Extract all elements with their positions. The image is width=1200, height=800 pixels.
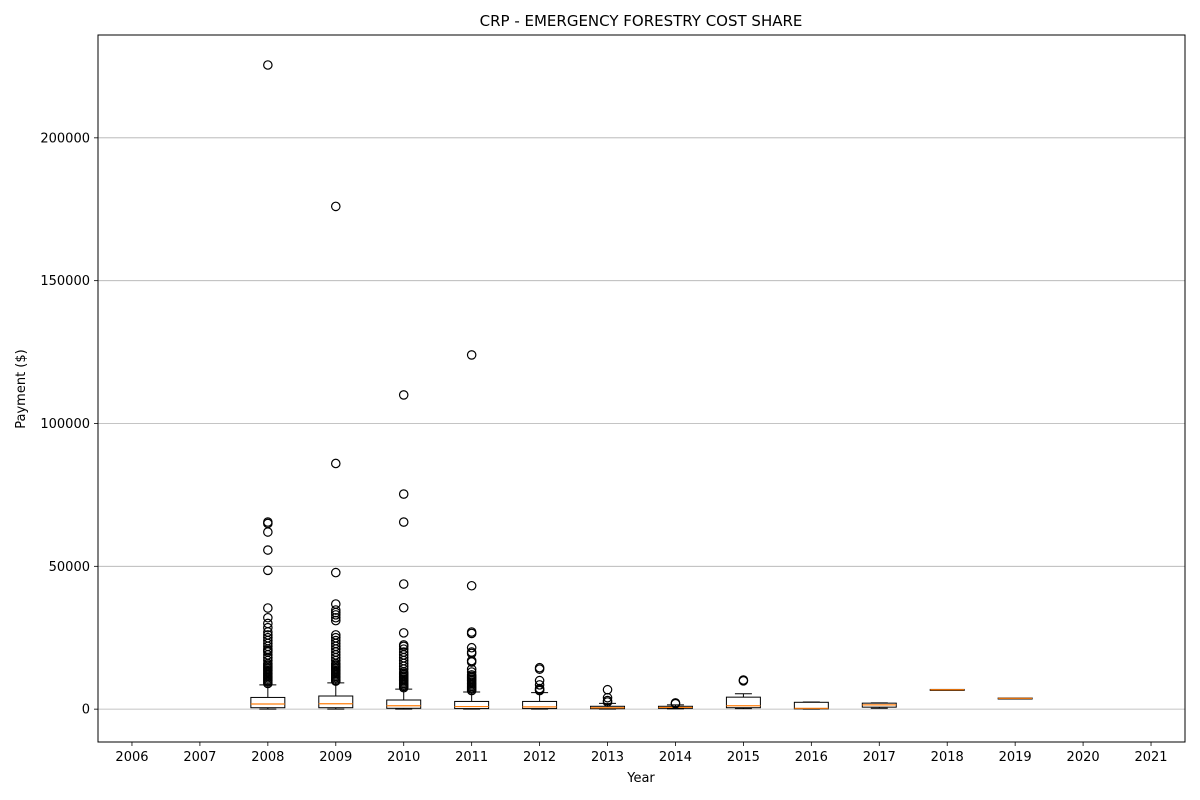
box-2011 <box>454 350 490 710</box>
box-2015 <box>725 675 761 710</box>
x-tick-label: 2015 <box>727 750 760 765</box>
outlier-point <box>263 612 273 623</box>
iqr-box <box>454 700 490 710</box>
iqr-box <box>318 695 354 709</box>
outlier-point <box>263 545 273 555</box>
outlier-point <box>330 458 341 469</box>
box-2014 <box>657 698 693 710</box>
box-layer <box>250 60 1033 710</box>
x-tick-label: 2012 <box>523 750 556 765</box>
x-tick-label: 2018 <box>931 750 964 765</box>
x-tick-label: 2010 <box>387 750 420 765</box>
outlier-point <box>534 680 545 690</box>
box-2018 <box>929 688 965 691</box>
x-tick-label: 2021 <box>1134 750 1167 765</box>
box-2009 <box>318 201 354 710</box>
outlier-point <box>330 605 341 615</box>
axes-layer: 0 50000 100000 150000 200000 2006 2007 2008 2009… <box>40 34 1186 765</box>
outlier-point <box>330 201 341 212</box>
x-tick-label: 2011 <box>455 750 488 765</box>
outlier-point <box>466 642 477 653</box>
outlier-point <box>534 664 545 674</box>
outlier-point <box>398 489 409 499</box>
outlier-point <box>466 350 477 360</box>
outlier-point <box>534 685 545 696</box>
y-tick-label: 200000 <box>40 131 90 146</box>
x-tick-label: 2013 <box>591 750 624 765</box>
outlier-point <box>670 698 681 709</box>
outlier-point <box>330 615 341 626</box>
grid-layer <box>98 137 1185 710</box>
iqr-box <box>725 696 761 709</box>
y-axis-label: Payment ($) <box>14 349 29 428</box>
y-tick-label: 50000 <box>49 560 90 575</box>
x-tick-label: 2008 <box>251 750 284 765</box>
box-2010 <box>386 390 422 710</box>
x-tick-label: 2017 <box>863 750 896 765</box>
outlier-point <box>466 685 477 696</box>
outlier-point <box>398 579 409 589</box>
y-tick-label: 0 <box>82 703 90 718</box>
outlier-point <box>398 517 409 527</box>
outlier-point <box>466 628 477 639</box>
box-2016 <box>793 701 829 710</box>
x-tick-label: 2020 <box>1067 750 1100 765</box>
outlier-point <box>330 567 341 578</box>
box-2017 <box>861 702 897 709</box>
y-tick-label: 100000 <box>40 417 90 432</box>
iqr-box <box>386 699 422 709</box>
outlier-point <box>263 678 273 689</box>
outlier-point <box>602 697 613 707</box>
outlier-point <box>398 390 409 400</box>
outlier-point <box>398 602 409 613</box>
x-tick-label: 2007 <box>183 750 216 765</box>
x-tick-label: 2019 <box>999 750 1032 765</box>
outlier-point <box>398 682 409 693</box>
outlier-point <box>738 676 749 686</box>
outlier-point <box>330 612 341 623</box>
outlier-point <box>330 676 341 686</box>
y-tick-label: 150000 <box>40 274 90 289</box>
x-tick-label: 2016 <box>795 750 828 765</box>
iqr-box <box>250 696 286 709</box>
outlier-point <box>466 580 477 591</box>
box-2012 <box>522 662 558 710</box>
outlier-point <box>466 657 477 667</box>
outlier-point <box>330 610 341 620</box>
iqr-box <box>522 700 558 710</box>
outlier-point <box>263 622 273 633</box>
x-tick-label: 2006 <box>115 750 148 765</box>
x-tick-label: 2014 <box>659 750 692 765</box>
box-2008 <box>250 60 286 710</box>
outlier-point <box>263 603 273 613</box>
x-axis-label: Year <box>626 771 655 786</box>
chart-title: CRP - EMERGENCY FORESTRY COST SHARE <box>480 12 803 30</box>
box-2019 <box>997 697 1033 700</box>
outlier-point <box>263 60 273 70</box>
outlier-point <box>602 692 613 703</box>
outlier-point <box>263 527 273 537</box>
outlier-point <box>398 628 409 638</box>
box-2013 <box>590 684 626 710</box>
outlier-point <box>263 565 273 576</box>
plot-frame <box>97 34 1186 743</box>
x-tick-label: 2009 <box>319 750 352 765</box>
